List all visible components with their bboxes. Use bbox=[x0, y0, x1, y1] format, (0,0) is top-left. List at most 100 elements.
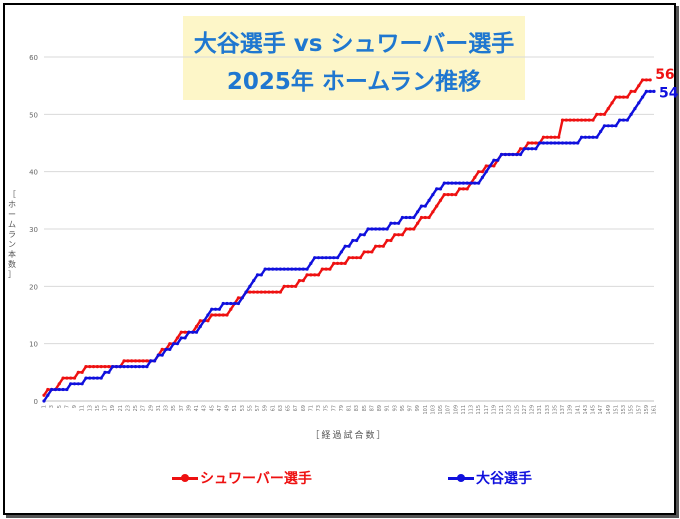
data-point-ohtani bbox=[278, 267, 282, 271]
data-point-schwarber bbox=[88, 365, 92, 369]
data-point-ohtani bbox=[557, 141, 561, 145]
data-point-ohtani bbox=[366, 227, 370, 231]
data-point-schwarber bbox=[412, 227, 416, 231]
data-point-schwarber bbox=[160, 347, 164, 351]
data-point-ohtani bbox=[126, 365, 130, 369]
y-tick-label: 50 bbox=[29, 111, 38, 119]
data-point-schwarber bbox=[137, 359, 141, 363]
data-point-ohtani bbox=[313, 256, 317, 260]
data-point-ohtani bbox=[374, 227, 378, 231]
data-point-schwarber bbox=[225, 313, 229, 317]
data-point-ohtani bbox=[599, 129, 603, 134]
data-point-ohtani bbox=[320, 256, 324, 260]
x-tick-label: 153 bbox=[621, 405, 627, 415]
data-point-schwarber bbox=[198, 319, 202, 323]
data-point-ohtani bbox=[107, 370, 111, 374]
data-point-schwarber bbox=[374, 244, 378, 248]
data-point-schwarber bbox=[370, 250, 374, 254]
x-tick-label: 143 bbox=[583, 405, 589, 415]
data-point-ohtani bbox=[282, 267, 286, 271]
data-point-ohtani bbox=[606, 124, 610, 128]
x-tick-label: 105 bbox=[438, 405, 444, 415]
data-point-ohtani bbox=[625, 118, 629, 122]
data-point-schwarber bbox=[282, 284, 286, 288]
data-point-ohtani bbox=[564, 141, 568, 145]
data-point-ohtani bbox=[191, 330, 195, 334]
data-point-schwarber bbox=[332, 261, 336, 265]
data-point-schwarber bbox=[294, 284, 298, 288]
data-point-ohtani bbox=[179, 336, 183, 340]
data-point-ohtani bbox=[408, 215, 412, 220]
data-point-schwarber bbox=[557, 135, 561, 139]
data-point-schwarber bbox=[72, 376, 77, 380]
data-point-schwarber bbox=[545, 135, 549, 139]
data-point-ohtani bbox=[84, 376, 88, 380]
data-point-ohtani bbox=[435, 187, 439, 191]
legend-label-ohtani: 大谷選手 bbox=[476, 471, 532, 487]
data-point-schwarber bbox=[457, 187, 462, 191]
data-point-schwarber bbox=[297, 279, 302, 283]
data-point-schwarber bbox=[324, 267, 328, 271]
data-point-schwarber bbox=[480, 170, 485, 174]
data-point-schwarber bbox=[107, 365, 111, 369]
x-axis-label: ［経過試合数］ bbox=[310, 429, 387, 441]
data-point-schwarber bbox=[80, 370, 84, 374]
x-tick-label: 113 bbox=[469, 405, 475, 415]
x-tick-label: 135 bbox=[552, 405, 558, 415]
x-tick-label: 33 bbox=[164, 405, 170, 411]
x-tick-label: 141 bbox=[575, 405, 581, 415]
data-point-ohtani bbox=[259, 273, 263, 277]
chart-title-line-2: 2025年 ホームラン推移 bbox=[226, 69, 482, 95]
x-tick-label: 121 bbox=[499, 405, 505, 415]
data-point-ohtani bbox=[183, 336, 187, 340]
data-point-schwarber bbox=[610, 101, 614, 105]
data-point-schwarber bbox=[560, 118, 565, 122]
data-point-schwarber bbox=[427, 215, 431, 220]
data-point-schwarber bbox=[252, 290, 256, 294]
data-point-ohtani bbox=[442, 181, 446, 185]
data-point-schwarber bbox=[290, 284, 294, 288]
data-point-schwarber bbox=[57, 382, 61, 386]
data-point-schwarber bbox=[217, 313, 221, 317]
data-point-schwarber bbox=[206, 319, 210, 323]
data-point-ohtani bbox=[545, 141, 549, 145]
data-point-ohtani bbox=[522, 147, 526, 151]
x-tick-label: 13 bbox=[87, 405, 93, 411]
data-point-ohtani bbox=[248, 284, 252, 288]
data-point-schwarber bbox=[423, 215, 427, 220]
data-point-ohtani bbox=[240, 296, 244, 300]
x-tick-label: 101 bbox=[423, 405, 429, 415]
x-tick-label: 19 bbox=[110, 405, 116, 411]
data-point-schwarber bbox=[534, 141, 538, 145]
x-tick-label: 17 bbox=[103, 405, 109, 411]
data-point-ohtani bbox=[469, 181, 473, 185]
data-point-ohtani bbox=[213, 307, 218, 311]
data-point-schwarber bbox=[103, 365, 107, 369]
data-point-ohtani bbox=[572, 141, 576, 145]
data-point-schwarber bbox=[629, 89, 633, 93]
data-point-ohtani bbox=[499, 152, 504, 157]
data-point-schwarber bbox=[141, 359, 145, 363]
data-point-schwarber bbox=[644, 78, 648, 82]
x-tick-label: 79 bbox=[339, 405, 345, 411]
data-point-ohtani bbox=[576, 141, 580, 145]
data-point-ohtani bbox=[438, 187, 443, 191]
x-tick-label: 5 bbox=[57, 405, 63, 408]
x-tick-label: 15 bbox=[95, 405, 101, 411]
data-point-ohtani bbox=[252, 279, 256, 283]
x-tick-label: 159 bbox=[644, 405, 650, 415]
data-point-ohtani bbox=[385, 227, 389, 231]
data-point-ohtani bbox=[332, 256, 336, 260]
x-tick-label: 91 bbox=[385, 405, 391, 411]
data-point-schwarber bbox=[351, 256, 355, 260]
data-point-schwarber bbox=[309, 273, 313, 277]
data-point-ohtani bbox=[480, 175, 485, 179]
data-point-ohtani bbox=[202, 319, 206, 323]
x-tick-label: 117 bbox=[484, 405, 490, 415]
data-point-schwarber bbox=[355, 256, 359, 260]
data-point-schwarber bbox=[564, 118, 568, 122]
data-point-ohtani bbox=[618, 118, 622, 122]
data-point-schwarber bbox=[465, 187, 469, 191]
x-tick-label: 53 bbox=[240, 405, 246, 411]
x-tick-label: 149 bbox=[606, 405, 612, 415]
